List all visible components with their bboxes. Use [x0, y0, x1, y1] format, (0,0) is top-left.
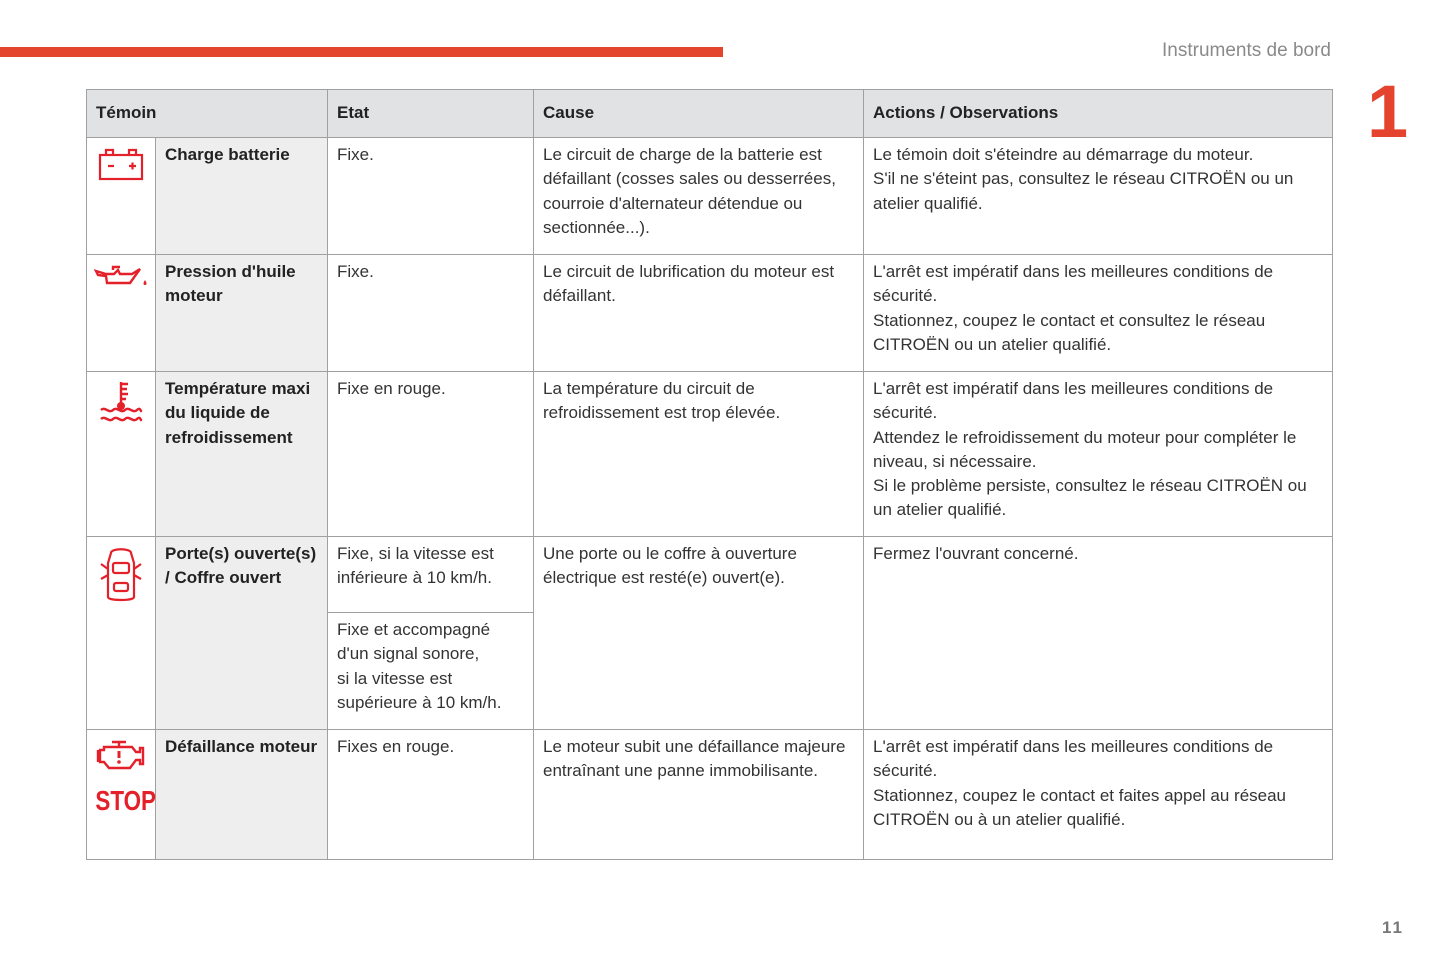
stop-label: STOP	[95, 785, 156, 817]
header-temoin: Témoin	[85, 89, 329, 138]
row-cause: Le moteur subit une défaillance majeure …	[533, 729, 865, 860]
table-row: STOP Défaillance moteur Fixes en rouge. …	[86, 729, 1334, 860]
coolant-temperature-icon	[100, 382, 143, 422]
battery-icon	[98, 148, 144, 181]
engine-fault-icon	[96, 740, 145, 770]
header-actions: Actions / Observations	[863, 89, 1334, 138]
row-name: Température maxi du liquide de refroidis…	[154, 371, 329, 537]
row-cause: Le circuit de charge de la batterie est …	[533, 137, 865, 255]
row-actions: L'arrêt est impératif dans les meilleure…	[863, 254, 1334, 372]
header-cause: Cause	[533, 89, 865, 138]
table-header: Témoin Etat Cause Actions / Observations	[85, 89, 1334, 138]
row-etat: Fixes en rouge.	[327, 729, 535, 860]
table-row: Charge batterie Fixe. Le circuit de char…	[86, 137, 1334, 255]
header-etat: Etat	[327, 89, 535, 138]
row-etat-secondary: Fixe et accompagné d'un signal sonore, s…	[327, 612, 535, 730]
row-etat: Fixe en rouge.	[327, 371, 535, 537]
table-row: Fixe et accompagné d'un signal sonore, s…	[87, 612, 1333, 730]
warning-lights-table: Témoin Etat Cause Actions / Observations…	[85, 89, 1334, 860]
table-row: Pression d'huile moteur Fixe. Le circuit…	[86, 254, 1334, 372]
row-etat: Fixe.	[327, 254, 535, 372]
row-name: Défaillance moteur	[154, 729, 329, 860]
oil-can-icon	[93, 265, 147, 285]
row-cause: La température du circuit de refroidisse…	[533, 371, 865, 537]
chapter-number: 1	[1367, 70, 1409, 153]
row-actions: L'arrêt est impératif dans les meilleure…	[863, 371, 1334, 537]
table-row: Porte(s) ouverte(s) / Coffre ouvert Fixe…	[86, 536, 1334, 730]
section-title: Instruments de bord	[1162, 40, 1331, 61]
row-cause: Une porte ou le coffre à ouverture élect…	[533, 536, 865, 730]
row-name: Porte(s) ouverte(s) / Coffre ouvert	[154, 536, 329, 730]
row-cause: Le circuit de lubrification du moteur es…	[533, 254, 865, 372]
row-actions: L'arrêt est impératif dans les meilleure…	[863, 729, 1334, 860]
row-actions: Fermez l'ouvrant concerné.	[863, 536, 1334, 730]
table-row: Température maxi du liquide de refroidis…	[86, 371, 1334, 537]
accent-bar	[0, 47, 723, 57]
door-open-icon	[100, 548, 142, 602]
row-name: Charge batterie	[154, 137, 329, 255]
row-actions: Le témoin doit s'éteindre au démarrage d…	[863, 137, 1334, 255]
row-etat: Fixe.	[327, 137, 535, 255]
row-name: Pression d'huile moteur	[154, 254, 329, 372]
row-etat: Fixe, si la vitesse est inférieure à 10 …	[327, 536, 535, 613]
page-number: 11	[1382, 918, 1404, 937]
